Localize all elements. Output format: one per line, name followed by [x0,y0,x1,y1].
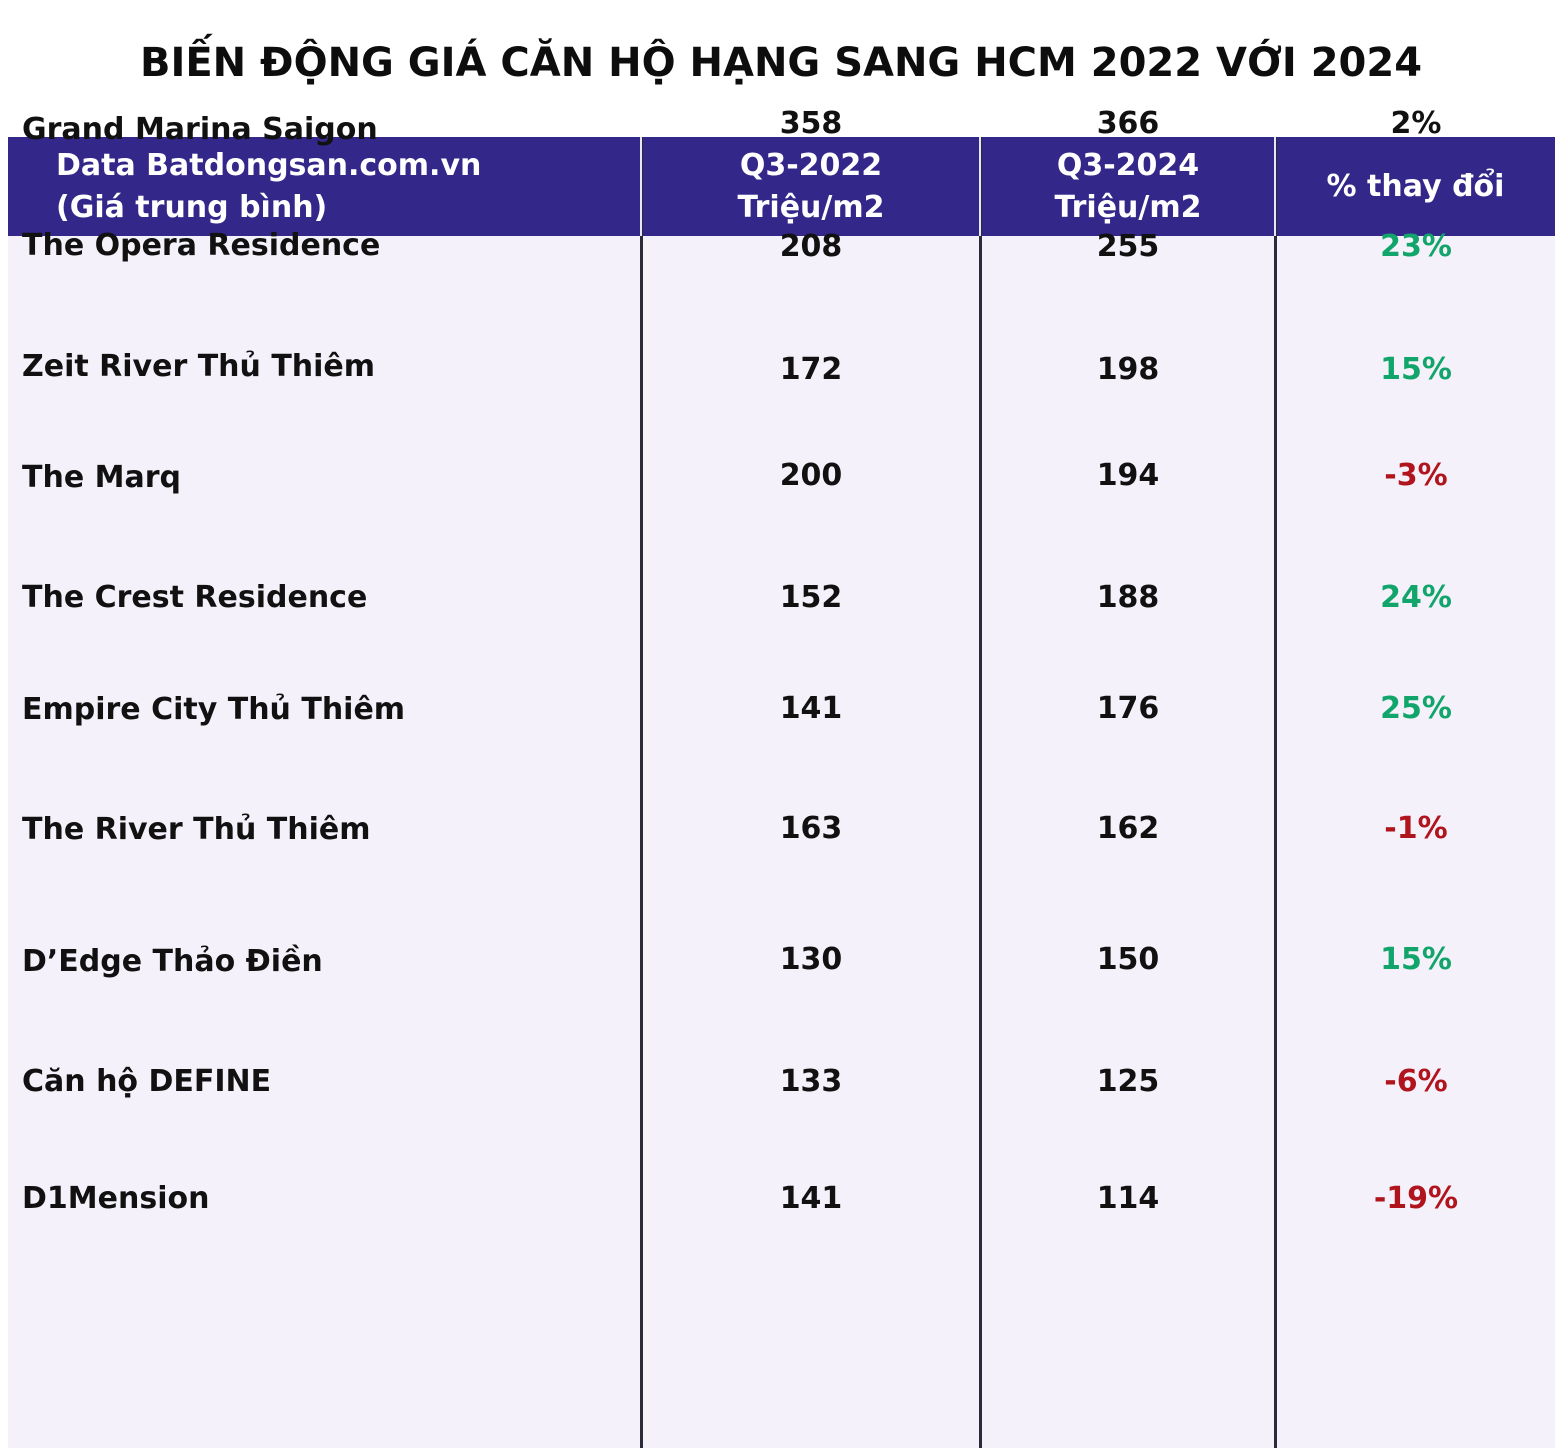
row-price-q3-2024: 176 [1096,691,1160,726]
row-price-q3-2022: 172 [779,352,843,387]
row-project-name: Empire City Thủ Thiêm [22,692,406,727]
header-q3-2024: Q3-2024 Triệu/m2 [981,137,1275,236]
row-price-q3-2022: 358 [779,106,843,141]
row-percent-change: 24% [1380,580,1452,615]
row-project-name: The Crest Residence [22,580,368,615]
header-project-source: Data Batdongsan.com.vn [56,147,482,183]
header-project-note: (Giá trung bình) [56,189,328,225]
price-table: Data Batdongsan.com.vn (Giá trung bình) … [8,106,1555,1448]
row-price-q3-2022: 208 [779,229,843,264]
header-change: % thay đổi [1276,137,1555,236]
chart-title: BIẾN ĐỘNG GIÁ CĂN HỘ HẠNG SANG HCM 2022 … [139,40,1423,86]
row-project-name: The River Thủ Thiêm [22,812,371,847]
row-price-q3-2022: 141 [779,691,843,726]
row-percent-change: 23% [1380,229,1452,264]
row-price-q3-2022: 163 [779,811,843,846]
header-q3-2022: Q3-2022 Triệu/m2 [642,137,980,236]
row-price-q3-2024: 162 [1096,811,1160,846]
row-price-q3-2024: 255 [1096,229,1160,264]
row-price-q3-2022: 133 [779,1064,843,1099]
row-project-name: The Opera Residence [22,228,381,263]
row-percent-change: 15% [1380,352,1452,387]
row-price-q3-2024: 366 [1096,106,1160,141]
row-price-q3-2024: 125 [1096,1064,1160,1099]
header-q3-2022-unit: Triệu/m2 [737,189,885,225]
row-price-q3-2022: 141 [779,1181,843,1216]
header-divider [979,137,981,236]
row-project-name: D’Edge Thảo Điền [22,944,323,979]
row-price-q3-2022: 130 [779,942,843,977]
row-project-name: Grand Marina Saigon [22,112,378,147]
header-q3-2024-period: Q3-2024 [1056,147,1200,183]
row-percent-change: -3% [1384,458,1448,493]
table-header: Data Batdongsan.com.vn (Giá trung bình) … [8,137,1555,236]
header-change-label: % thay đổi [1326,168,1505,204]
row-project-name: Zeit River Thủ Thiêm [22,349,376,384]
column-divider [1274,137,1277,1448]
row-percent-change: 2% [1390,106,1442,141]
row-percent-change: 25% [1380,691,1452,726]
row-project-name: D1Mension [22,1181,210,1216]
row-percent-change: -19% [1373,1181,1459,1216]
row-percent-change: 15% [1380,942,1452,977]
row-price-q3-2024: 198 [1096,352,1160,387]
header-divider [1274,137,1276,236]
row-price-q3-2024: 188 [1096,580,1160,615]
column-divider [640,137,643,1448]
header-q3-2022-period: Q3-2022 [739,147,883,183]
row-price-q3-2022: 200 [779,458,843,493]
row-project-name: The Marq [22,460,181,495]
header-divider [640,137,642,236]
row-percent-change: -1% [1384,811,1448,846]
header-project: Data Batdongsan.com.vn (Giá trung bình) [56,137,636,236]
row-price-q3-2024: 194 [1096,458,1160,493]
row-price-q3-2022: 152 [779,580,843,615]
header-q3-2024-unit: Triệu/m2 [1054,189,1202,225]
row-price-q3-2024: 114 [1096,1181,1160,1216]
row-price-q3-2024: 150 [1096,942,1160,977]
column-divider [979,137,982,1448]
row-project-name: Căn hộ DEFINE [22,1064,272,1099]
row-percent-change: -6% [1384,1064,1448,1099]
